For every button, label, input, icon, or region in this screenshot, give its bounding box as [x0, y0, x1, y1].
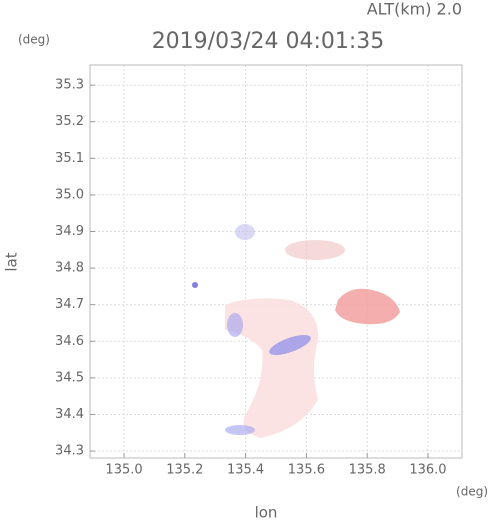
x-tick-label: 135.8	[349, 463, 386, 478]
y-tick-label: 34.4	[55, 407, 84, 422]
y-tick-label: 35.1	[55, 151, 84, 166]
chart-title: 2019/03/24 04:01:35	[152, 29, 385, 54]
y-tick-label: 34.5	[55, 370, 84, 385]
y-tick-label: 35.3	[55, 78, 84, 93]
x-tick-label: 136.0	[409, 463, 446, 478]
y-tick-label: 34.3	[55, 444, 84, 459]
echo-area	[225, 298, 319, 438]
echo-area	[225, 425, 255, 435]
y-unit: (deg)	[18, 33, 50, 47]
echo-area	[335, 288, 400, 325]
x-tick-label: 135.6	[288, 463, 325, 478]
radar-echo	[192, 224, 400, 438]
x-axis-label: lon	[255, 504, 278, 522]
x-tick-label: 135.4	[227, 463, 264, 478]
y-tick-label: 34.6	[55, 334, 84, 349]
subtitle: ALT(km) 2.0	[367, 0, 462, 19]
echo-area	[235, 224, 255, 240]
y-axis-label: lat	[3, 252, 21, 271]
echo-area	[227, 313, 243, 337]
y-tick-label: 34.8	[55, 261, 84, 276]
echo-area	[285, 240, 345, 260]
y-tick-label: 35.2	[55, 114, 84, 129]
echo-area	[192, 282, 198, 288]
echo-area	[269, 335, 311, 355]
plot-frame	[89, 64, 463, 459]
y-tick-label: 34.9	[55, 224, 84, 239]
y-tick-label: 34.7	[55, 297, 84, 312]
x-unit: (deg)	[456, 485, 488, 499]
x-tick-label: 135.2	[166, 463, 203, 478]
y-tick-label: 35.0	[55, 187, 84, 202]
x-tick-label: 135.0	[105, 463, 142, 478]
